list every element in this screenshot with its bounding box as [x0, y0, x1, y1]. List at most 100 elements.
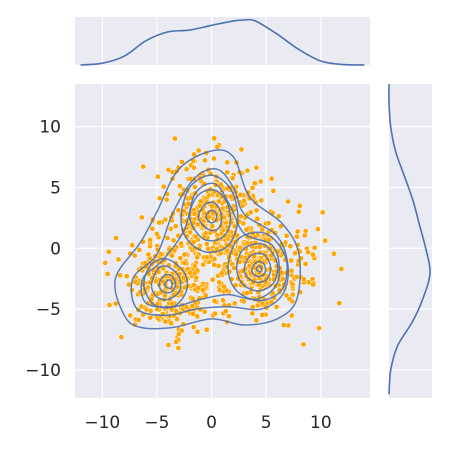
y-axis-ticks: −10 −5 0 5 10	[25, 118, 61, 381]
scatter-point	[147, 236, 153, 243]
scatter-point	[118, 334, 125, 340]
scatter-point	[152, 278, 159, 285]
scatter-point	[226, 313, 232, 320]
scatter-point	[164, 235, 171, 241]
scatter-point	[297, 203, 303, 209]
scatter-point	[172, 135, 178, 142]
scatter-point	[173, 338, 180, 345]
scatter-point	[147, 308, 154, 314]
scatter-point	[209, 276, 216, 283]
scatter-point	[252, 180, 258, 187]
kde-contour-line	[150, 265, 182, 301]
scatter-point	[244, 167, 251, 174]
scatter-point	[302, 261, 309, 267]
scatter-point	[253, 164, 260, 171]
scatter-point	[162, 318, 169, 325]
scatter-point	[270, 188, 277, 194]
scatter-point	[322, 237, 329, 244]
scatter-point	[319, 209, 326, 216]
scatter-point	[240, 298, 247, 305]
x-tick-label: 10	[310, 413, 332, 433]
scatter-point	[115, 256, 122, 263]
kde-contour-line	[180, 174, 239, 253]
scatter-point	[145, 251, 152, 258]
scatter-point	[331, 250, 337, 257]
scatter-point	[288, 267, 295, 274]
scatter-point	[194, 328, 201, 335]
kde-contour-line	[235, 242, 279, 292]
scatter-point	[311, 244, 318, 251]
scatter-point	[179, 159, 185, 165]
scatter-point	[224, 247, 231, 254]
scatter-point	[165, 166, 172, 173]
scatter-point	[124, 273, 130, 280]
scatter-point	[287, 243, 294, 250]
scatter-point	[154, 231, 160, 237]
scatter-point	[178, 327, 185, 334]
scatter-point	[278, 223, 284, 230]
y-tick-label: 10	[39, 118, 61, 138]
scatter-point	[211, 256, 218, 262]
kde-contour-line	[251, 260, 267, 278]
scatter-point	[156, 219, 163, 226]
scatter-point	[241, 198, 247, 204]
scatter-point	[183, 166, 190, 173]
scatter-point	[305, 249, 311, 256]
scatter-point	[211, 262, 218, 268]
scatter-point	[165, 342, 172, 348]
y-tick-label: −5	[36, 300, 61, 320]
scatter-point	[192, 233, 199, 240]
scatter-point	[196, 202, 203, 209]
scatter-point	[187, 269, 193, 276]
kde-contour-line	[243, 252, 272, 284]
scatter-point	[202, 230, 209, 237]
main-plot	[75, 84, 370, 398]
scatter-point	[181, 260, 188, 266]
scatter-point	[187, 229, 193, 236]
scatter-point	[293, 274, 300, 280]
scatter-point	[195, 147, 202, 154]
scatter-point	[301, 232, 308, 239]
scatter-point	[168, 320, 175, 327]
scatter-point	[169, 252, 175, 259]
kde-contour-line	[227, 231, 288, 302]
scatter-point	[190, 324, 197, 330]
scatter-point	[174, 316, 180, 322]
scatter-point	[285, 198, 291, 205]
scatter-point	[279, 276, 286, 282]
scatter-point	[131, 252, 138, 259]
scatter-point	[177, 183, 183, 189]
kde-contour-line	[205, 209, 218, 224]
scatter-point	[253, 317, 260, 324]
scatter-point	[238, 146, 245, 153]
scatter-point	[289, 281, 296, 288]
scatter-point	[209, 203, 215, 209]
scatter-point	[201, 157, 208, 164]
top-marginal-gridlines	[101, 17, 322, 65]
scatter-point	[218, 270, 225, 276]
scatter-point	[288, 312, 295, 319]
scatter-point	[315, 226, 321, 232]
scatter-point	[216, 279, 223, 286]
scatter-point	[175, 345, 182, 351]
scatter-point	[256, 244, 263, 250]
scatter-point	[199, 286, 206, 293]
kde-contour-line	[130, 168, 290, 316]
scatter-point	[200, 261, 207, 268]
scatter-point	[249, 310, 256, 317]
scatter-point	[104, 271, 111, 277]
scatter-point	[201, 308, 208, 315]
scatter-point	[211, 155, 217, 162]
scatter-point	[191, 210, 198, 217]
scatter-point	[294, 228, 301, 235]
scatter-point	[138, 214, 145, 221]
scatter-point	[259, 312, 266, 318]
kde-contours	[114, 149, 302, 330]
scatter-point	[178, 240, 184, 247]
scatter-point	[170, 237, 177, 244]
scatter-point	[253, 207, 260, 214]
scatter-point	[220, 297, 226, 304]
scatter-point	[237, 191, 244, 198]
x-tick-label: 0	[206, 413, 217, 433]
